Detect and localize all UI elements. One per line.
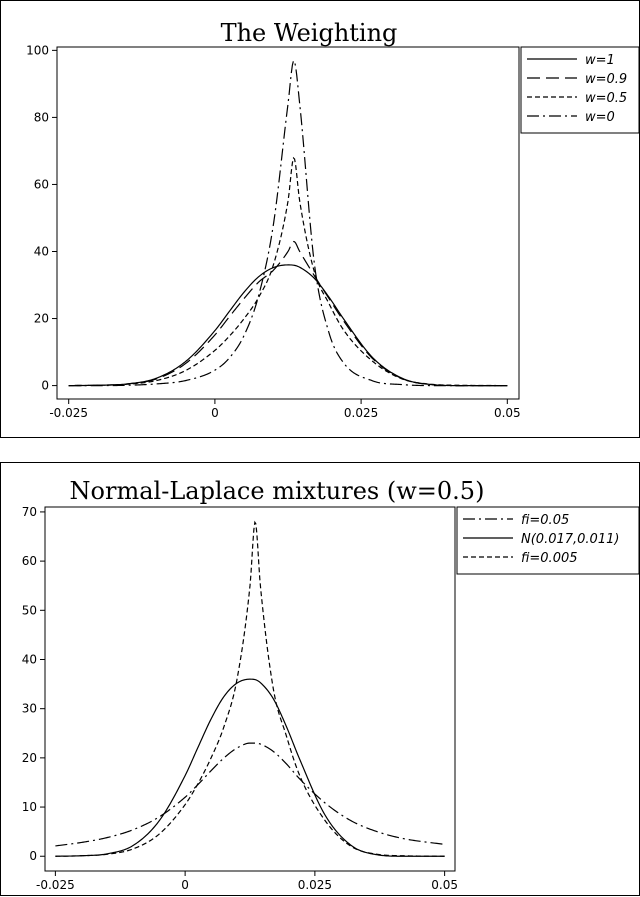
y-tick-label: 60 — [22, 554, 37, 568]
legend-label: w=0.5 — [585, 91, 627, 106]
x-tick-label: 0.05 — [494, 406, 521, 420]
y-tick-label: 40 — [22, 652, 37, 666]
y-tick-label: 0 — [41, 379, 49, 393]
series-line-4 — [68, 59, 508, 387]
y-tick-label: 10 — [22, 800, 37, 814]
legend-box — [456, 506, 640, 575]
x-tick-label: 0.05 — [431, 878, 458, 892]
mixtures-chart: Normal-Laplace mixtures (w=0.5) -0.025 0 0… — [22, 477, 640, 892]
y-tick-label: 40 — [34, 244, 49, 258]
legend-label: N(0.017,0.011) — [521, 532, 619, 547]
y-tick-label: 60 — [34, 177, 49, 191]
legend-label: fi=0.05 — [521, 513, 569, 528]
chart-title: The Weighting — [221, 19, 398, 47]
x-tick-label: 0.025 — [298, 878, 332, 892]
y-tick-label: 20 — [34, 312, 49, 326]
series-line-3 — [68, 156, 508, 387]
chart-panel-mixtures: Normal-Laplace mixtures (w=0.5) -0.025 0 0… — [0, 462, 640, 896]
plot-area — [56, 46, 520, 400]
chart-title: Normal-Laplace mixtures (w=0.5) — [70, 477, 485, 505]
y-tick-label: 100 — [26, 43, 49, 57]
y-tick-label: 70 — [22, 505, 37, 519]
y-tick-label: 50 — [22, 603, 37, 617]
legend-box — [520, 46, 640, 134]
y-tick-label: 0 — [29, 849, 37, 863]
x-tick-label: 0.025 — [344, 406, 378, 420]
chart-panel-weighting: The Weighting -0.025 0 0.025 0.05 0 20 40 60 80 1… — [0, 0, 640, 438]
y-tick-label: 80 — [34, 110, 49, 124]
x-tick-label: -0.025 — [49, 406, 88, 420]
legend-label: w=1 — [585, 53, 615, 68]
x-tick-label: 0 — [211, 406, 219, 420]
weighting-chart: The Weighting -0.025 0 0.025 0.050204060801… — [26, 19, 640, 420]
series-line-2 — [55, 678, 445, 857]
plot-area — [44, 506, 456, 872]
legend-label: fi=0.005 — [521, 551, 578, 566]
series-line-1 — [55, 742, 445, 847]
x-tick-label: -0.025 — [36, 878, 75, 892]
series-line-3 — [55, 520, 445, 857]
x-tick-label: 0 — [181, 878, 189, 892]
legend-label: w=0 — [585, 110, 615, 125]
series-line-2 — [68, 240, 508, 387]
series-line-1 — [68, 264, 508, 387]
legend-label: w=0.9 — [585, 72, 627, 87]
y-tick-label: 20 — [22, 751, 37, 765]
y-tick-label: 30 — [22, 702, 37, 716]
